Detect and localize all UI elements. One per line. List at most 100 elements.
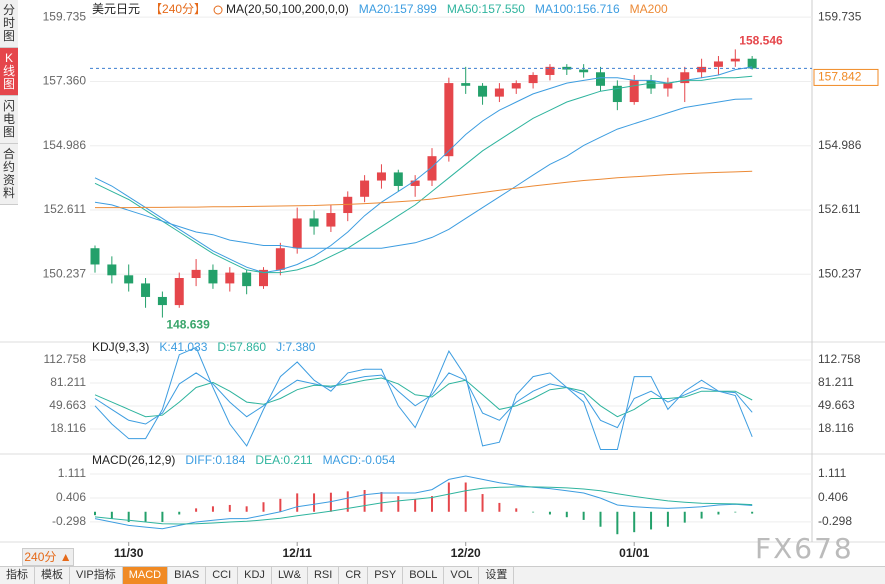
y-tick-label: 152.611 — [818, 202, 861, 216]
candle-body — [511, 83, 521, 89]
y-tick-label: 154.986 — [43, 138, 87, 152]
legend-text: MACD(26,12,9) — [92, 453, 175, 467]
y-tick-label: 81.211 — [818, 375, 854, 389]
toolbar: 指标 模板 VIP指标 MACD BIAS CCI KDJ LW& RSI CR PSY BOLL VO… — [0, 566, 885, 584]
candle-body — [646, 80, 656, 89]
candle-body — [242, 272, 252, 287]
low-label: 148.639 — [166, 318, 210, 332]
legend-text: MA200 — [630, 2, 668, 16]
legend-text: DEA:0.211 — [255, 453, 312, 467]
candle-body — [494, 88, 504, 97]
candle-body — [174, 278, 184, 306]
series-line — [94, 475, 753, 530]
x-tick-label: 01/01 — [619, 546, 649, 560]
y-tick-label: 157.360 — [43, 74, 87, 88]
legend-text: MA20:157.899 — [359, 2, 437, 16]
series-line — [94, 75, 753, 274]
candle-body — [275, 248, 285, 270]
candle-body — [730, 58, 740, 62]
toolbar-button[interactable]: MACD — [122, 567, 169, 584]
toolbar-button[interactable]: PSY — [368, 567, 404, 584]
series-line — [94, 66, 753, 274]
candle-body — [478, 85, 488, 97]
x-tick-label: 11/30 — [114, 546, 144, 560]
toolbar-button[interactable]: BOLL — [403, 567, 445, 584]
candle-body — [292, 218, 302, 249]
series-line — [94, 377, 753, 418]
candle-body — [376, 172, 386, 181]
toolbar-button[interactable]: 设置 — [479, 567, 515, 584]
candle-body — [309, 218, 319, 227]
watermark: FX678 — [755, 532, 854, 565]
candle-body — [259, 269, 268, 287]
legend-text: J:7.380 — [276, 340, 316, 354]
y-tick-label: 0.406 — [818, 490, 848, 504]
y-tick-label: 0.406 — [56, 490, 86, 504]
candle-body — [141, 283, 151, 297]
candle-body — [157, 296, 167, 306]
candle-body — [579, 69, 589, 73]
toolbar-button[interactable]: CR — [339, 567, 369, 584]
sidebar: 分时图 K线图 闪电图 合约资料 — [0, 0, 18, 205]
toolbar-button[interactable]: VIP指标 — [70, 567, 123, 584]
series-line — [95, 170, 753, 209]
legend-text: MACD:-0.054 — [323, 453, 396, 467]
y-tick-label: 154.986 — [818, 138, 862, 152]
candle-body — [208, 269, 218, 284]
toolbar-button[interactable]: 模板 — [35, 567, 70, 584]
candle-body — [747, 58, 757, 69]
candle-body — [90, 248, 100, 265]
sidebar-tab[interactable]: 闪电图 — [0, 96, 18, 144]
candle-body — [629, 80, 639, 103]
series-line — [94, 98, 753, 249]
legend-text: 【240分】 — [150, 2, 206, 16]
toolbar-button[interactable]: BIAS — [168, 567, 207, 584]
y-tick-label: 112.758 — [818, 352, 861, 366]
candle-body — [124, 275, 134, 284]
y-tick-label: 49.663 — [818, 398, 855, 412]
y-tick-label: 1.111 — [818, 466, 847, 480]
series-line — [94, 372, 753, 429]
candle-body — [427, 156, 437, 181]
legend-text: K:41.033 — [159, 340, 207, 354]
toolbar-button[interactable]: LW& — [272, 567, 308, 584]
toolbar-button[interactable]: KDJ — [238, 567, 272, 584]
candle-body — [697, 66, 707, 73]
y-tick-label: 152.611 — [44, 202, 87, 216]
y-tick-label: 112.758 — [44, 352, 87, 366]
candle-body — [343, 196, 353, 214]
y-tick-label: 18.116 — [818, 421, 854, 435]
candle-body — [225, 272, 235, 284]
toolbar-button[interactable]: VOL — [444, 567, 480, 584]
legend-text: MA50:157.550 — [447, 2, 525, 16]
period-button[interactable]: 240分 ▲ — [22, 548, 74, 566]
candle-body — [326, 213, 336, 227]
legend-text: D:57.860 — [217, 340, 266, 354]
settings-icon — [213, 5, 223, 15]
sidebar-tab[interactable]: 合约资料 — [0, 144, 18, 205]
sidebar-tab[interactable]: 分时图 — [0, 0, 18, 48]
candle-body — [191, 269, 201, 279]
legend-text: KDJ(9,3,3) — [92, 340, 149, 354]
last-price-label: 157.842 — [818, 70, 862, 84]
y-tick-label: 81.211 — [50, 375, 86, 389]
last-price-box — [813, 68, 879, 86]
y-tick-label: 49.663 — [49, 398, 86, 412]
legend-text: MA(20,50,100,200,0,0) — [226, 2, 349, 16]
toolbar-button[interactable]: CCI — [206, 567, 239, 584]
candle-body — [680, 72, 690, 84]
toolbar-button[interactable]: 指标 — [0, 567, 35, 584]
toolbar-button[interactable]: RSI — [308, 567, 340, 584]
candle-body — [596, 72, 605, 86]
sidebar-tab[interactable]: K线图 — [0, 48, 18, 96]
legend-text: MA100:156.716 — [535, 2, 620, 16]
y-tick-label: 159.735 — [818, 9, 862, 23]
high-label: 158.546 — [739, 34, 783, 48]
y-tick-label: 18.116 — [50, 421, 86, 435]
candle-body — [360, 180, 370, 197]
y-tick-label: -0.298 — [52, 514, 86, 528]
candle-body — [612, 85, 622, 103]
y-tick-label: 150.237 — [43, 266, 87, 280]
candle-body — [410, 180, 420, 186]
